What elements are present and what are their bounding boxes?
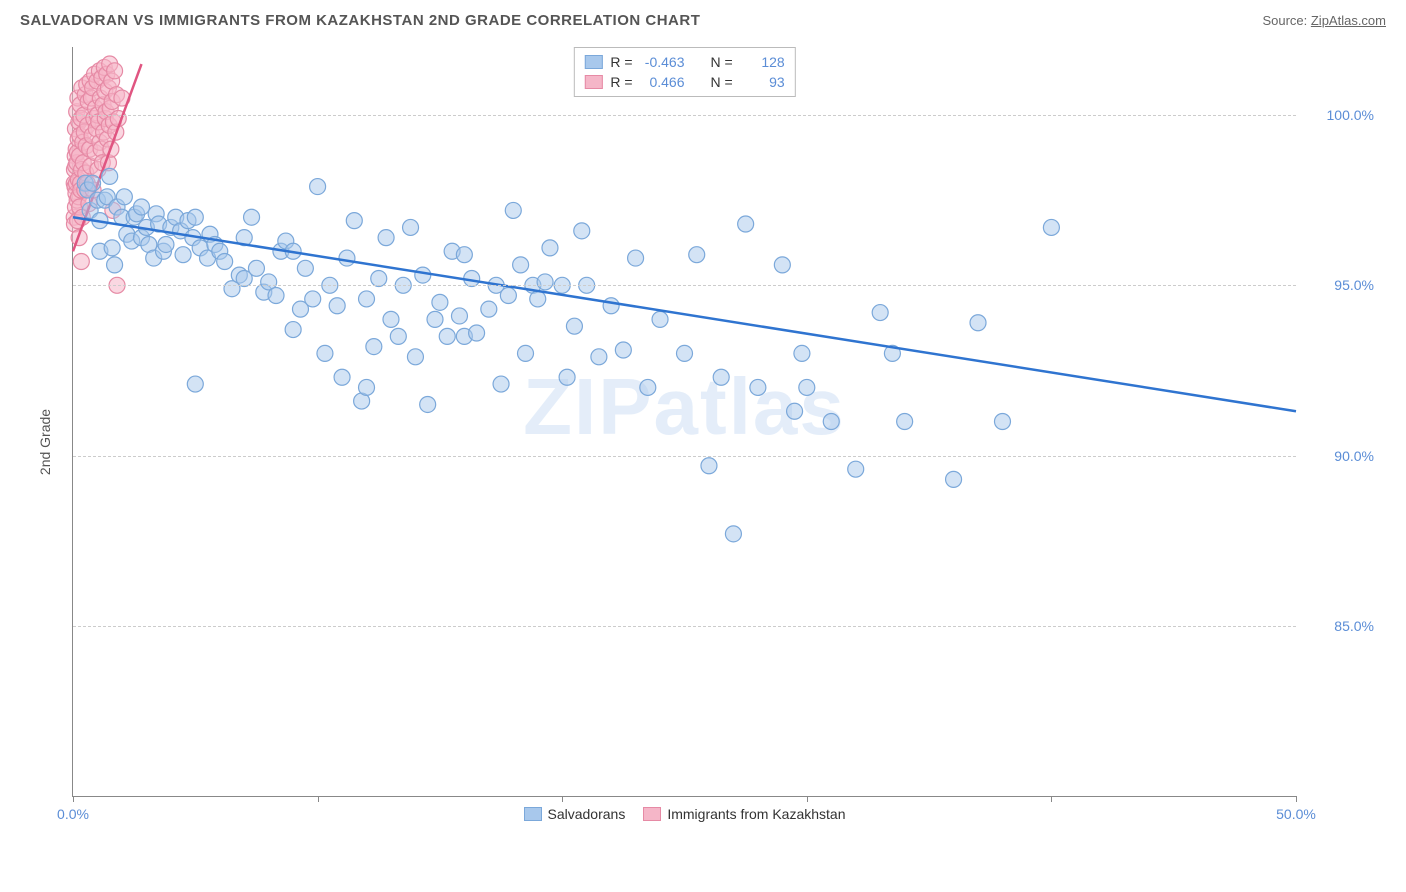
series1-n: 128 xyxy=(741,54,785,70)
plot-region: ZIPatlas R = -0.463 N = 128 R = 0.466 N … xyxy=(72,47,1296,797)
y-axis-label-wrap: 2nd Grade xyxy=(37,409,53,475)
source-attribution: Source: ZipAtlas.com xyxy=(1262,13,1386,28)
stats-legend-row-1: R = -0.463 N = 128 xyxy=(584,52,784,72)
y-tick-label: 85.0% xyxy=(1334,618,1374,634)
y-tick-label: 100.0% xyxy=(1327,107,1374,123)
source-link[interactable]: ZipAtlas.com xyxy=(1311,13,1386,28)
chart-header: SALVADORAN VS IMMIGRANTS FROM KAZAKHSTAN… xyxy=(20,12,1386,29)
swatch-series1b-icon xyxy=(524,807,542,821)
series-legend-item-1: Salvadorans xyxy=(524,806,626,822)
series1-label: Salvadorans xyxy=(548,806,626,822)
series2-r: 0.466 xyxy=(641,74,685,90)
chart-area: 2nd Grade ZIPatlas R = -0.463 N = 128 R … xyxy=(20,37,1386,847)
swatch-series2b-icon xyxy=(643,807,661,821)
stats-legend-row-2: R = 0.466 N = 93 xyxy=(584,72,784,92)
y-axis-label: 2nd Grade xyxy=(37,409,53,475)
series-legend: Salvadorans Immigrants from Kazakhstan xyxy=(524,806,846,822)
series2-label: Immigrants from Kazakhstan xyxy=(667,806,845,822)
x-tick-label: 50.0% xyxy=(1276,806,1316,822)
stats-legend: R = -0.463 N = 128 R = 0.466 N = 93 xyxy=(573,47,795,97)
series1-r: -0.463 xyxy=(641,54,685,70)
scatter-svg xyxy=(73,47,1296,796)
chart-title: SALVADORAN VS IMMIGRANTS FROM KAZAKHSTAN… xyxy=(20,12,700,29)
y-tick-label: 90.0% xyxy=(1334,448,1374,464)
y-tick-label: 95.0% xyxy=(1334,277,1374,293)
x-tick-label: 0.0% xyxy=(57,806,89,822)
swatch-series1-icon xyxy=(584,55,602,69)
series2-n: 93 xyxy=(741,74,785,90)
swatch-series2-icon xyxy=(584,75,602,89)
series-legend-item-2: Immigrants from Kazakhstan xyxy=(643,806,845,822)
